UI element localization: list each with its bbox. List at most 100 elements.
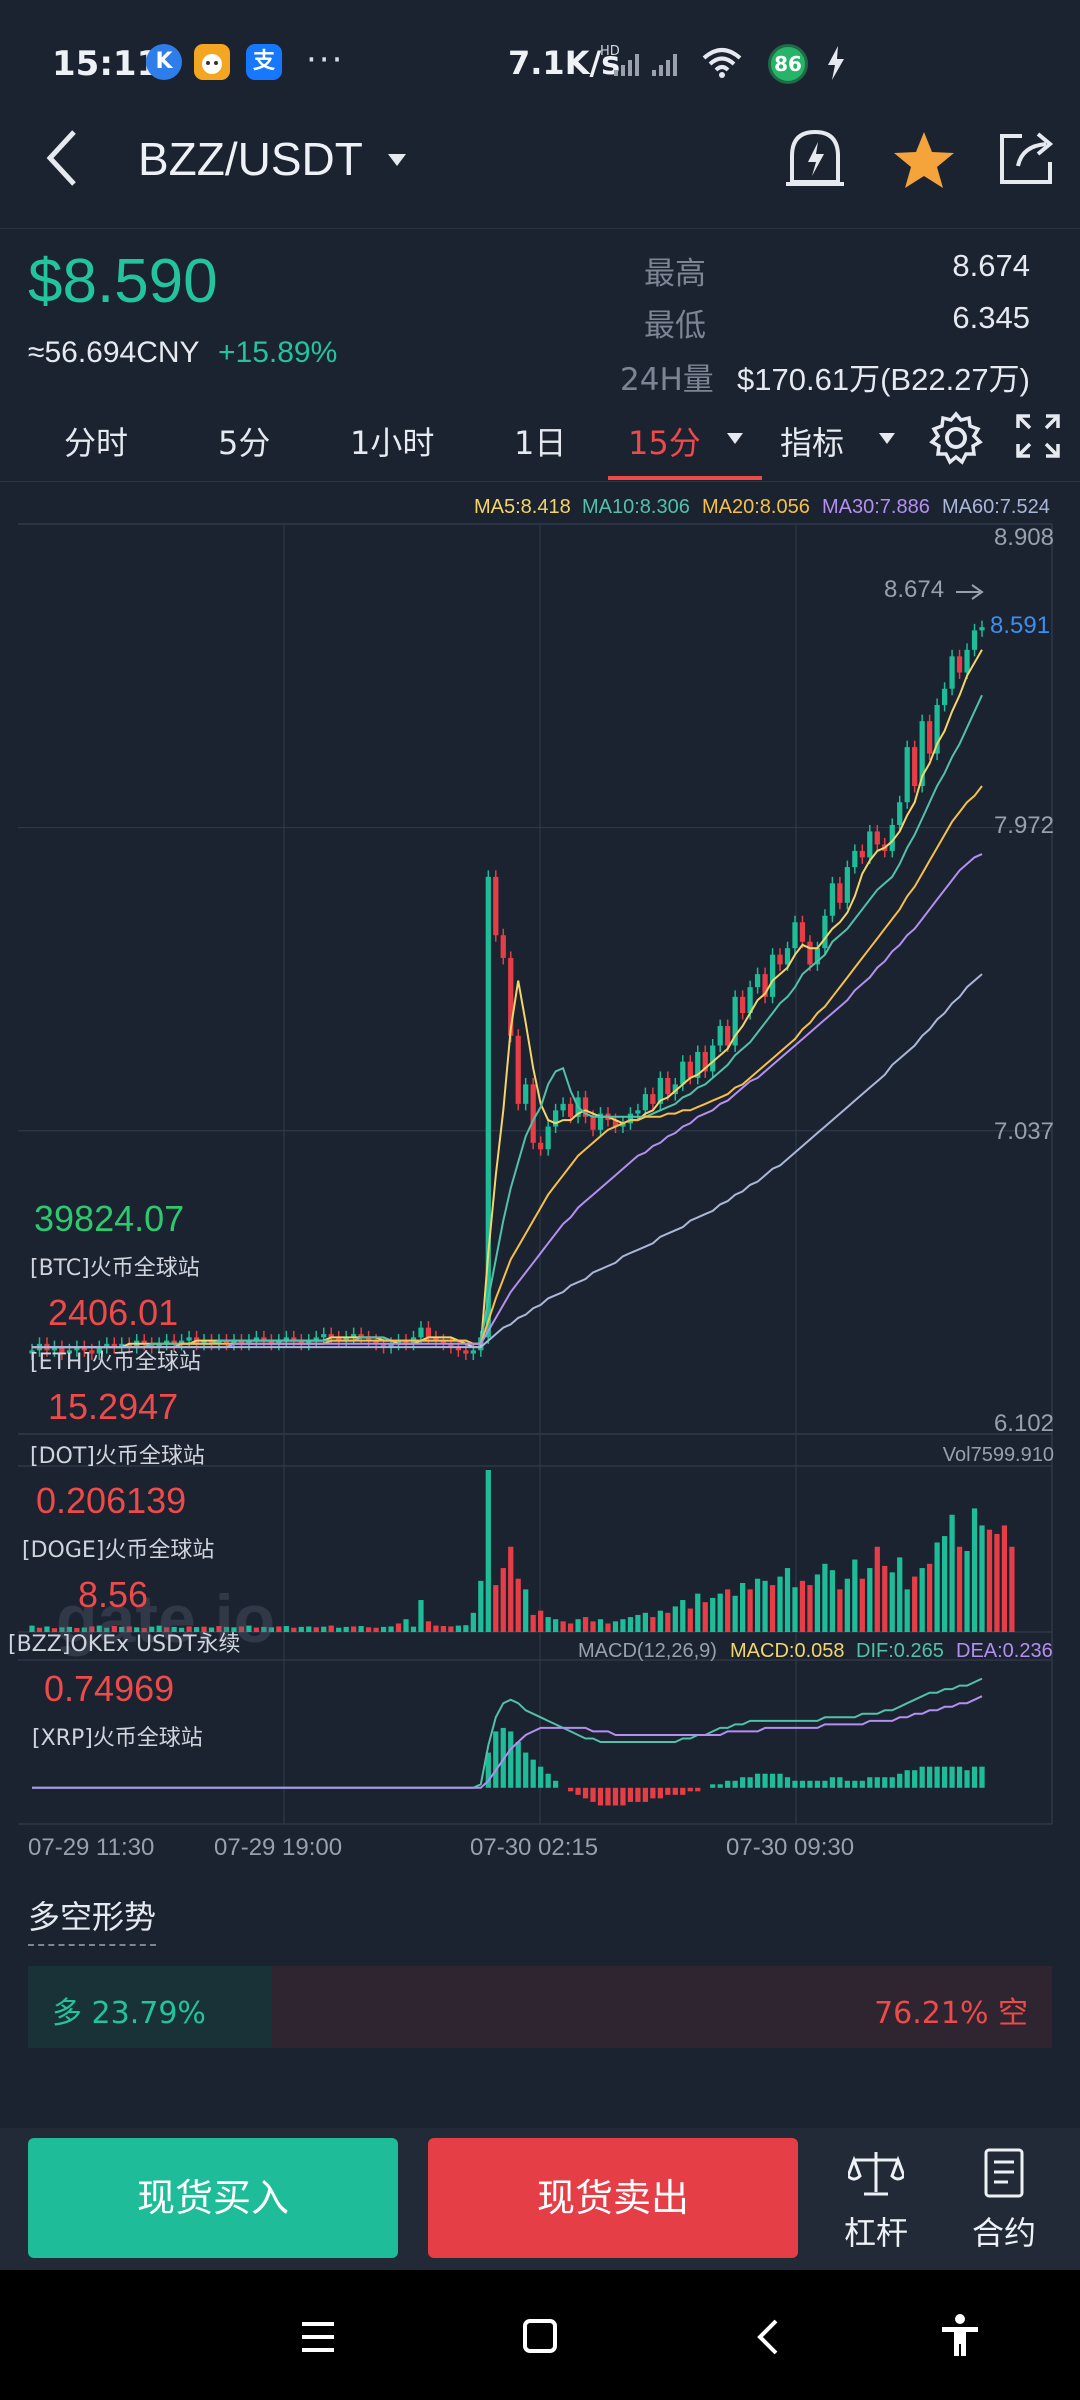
candle [553, 1110, 559, 1127]
volume-bar [410, 1626, 417, 1632]
candle [971, 630, 978, 650]
tab-15min[interactable]: 15分 [628, 424, 701, 462]
long-short-title[interactable]: 多空形势 [28, 1892, 157, 1946]
macd-histogram-bar [792, 1780, 798, 1788]
candle [777, 954, 783, 965]
ticker-xrp-value[interactable]: 0.74969 [44, 1668, 175, 1709]
ticker-bzz-value[interactable]: 8.56 [78, 1574, 149, 1615]
pair-title[interactable]: BZZ/USDT [138, 133, 363, 185]
candle [687, 1061, 693, 1078]
ticker-dot-value[interactable]: 15.2947 [48, 1386, 179, 1427]
high-value: 8.674 [952, 248, 1030, 283]
volume-bar [784, 1568, 791, 1632]
volume-bar [306, 1626, 312, 1632]
macd-histogram-bar [695, 1787, 701, 1792]
settings-gear-icon[interactable] [928, 410, 984, 466]
back-icon[interactable] [40, 126, 84, 190]
futures-button[interactable]: 合约 [954, 2148, 1054, 2254]
tab-1hour[interactable]: 1小时 [350, 424, 435, 462]
volume-bar [74, 1627, 80, 1632]
scale-icon [846, 2152, 906, 2196]
candle [283, 1337, 289, 1341]
price-summary: $8.590 ≈56.694CNY +15.89% 最高 8.674 最低 6.… [0, 240, 1080, 410]
accessibility-icon[interactable] [940, 2314, 980, 2358]
candle [418, 1327, 424, 1338]
candle [867, 831, 873, 858]
home-icon[interactable] [522, 2318, 558, 2354]
volume-bar [126, 1626, 132, 1632]
volume-bar [448, 1626, 454, 1632]
tab-indicators[interactable]: 指标 [780, 424, 845, 462]
fullscreen-icon[interactable] [1016, 414, 1060, 458]
volume-bar [747, 1589, 753, 1632]
candle [246, 1340, 252, 1344]
macd-histogram-bar [941, 1766, 948, 1788]
indicators-dropdown-icon[interactable] [878, 432, 896, 446]
candle [306, 1340, 312, 1344]
ticker-btc-value[interactable]: 39824.07 [34, 1198, 185, 1239]
volume-bar [51, 1628, 58, 1632]
candle [493, 876, 499, 936]
price-alert-icon[interactable] [782, 124, 848, 196]
volume-bar [732, 1595, 738, 1632]
volume-bar [358, 1626, 364, 1632]
tab-time-share[interactable]: 分时 [64, 424, 129, 462]
dropdown-icon[interactable] [386, 152, 408, 168]
spot-sell-button[interactable]: 现货卖出 [428, 2138, 798, 2258]
ma10-legend: MA10:8.306 [582, 496, 690, 518]
ma5-legend: MA5:8.418 [474, 496, 571, 518]
hd-badge: HD [600, 44, 620, 59]
macd-histogram-bar [814, 1780, 821, 1788]
macd-histogram-bar [493, 1731, 499, 1788]
time-axis-label: 07-30 09:30 [726, 1834, 855, 1861]
app-face-icon [194, 44, 230, 80]
star-icon[interactable] [892, 128, 956, 192]
volume-bar [582, 1617, 589, 1632]
volume-bar [523, 1589, 529, 1632]
macd-histogram-bar [530, 1759, 536, 1788]
candle [912, 747, 918, 787]
candle [164, 1340, 170, 1344]
tab-1day[interactable]: 1日 [514, 424, 567, 462]
macd-histogram-bar [956, 1766, 963, 1788]
volume-bar [470, 1612, 476, 1632]
action-bar: 现货买入 现货卖出 杠杆 合约 [0, 2128, 1080, 2270]
kline-chart-area[interactable]: MA5:8.418 MA10:8.306 MA20:8.056 MA30:7.8… [0, 490, 1080, 1870]
margin-button[interactable]: 杠杆 [826, 2148, 926, 2254]
tab-5min[interactable]: 5分 [218, 424, 271, 462]
price-change: +15.89% [218, 336, 338, 369]
candle [792, 922, 798, 949]
volume-bar [59, 1627, 65, 1632]
ticker-eth-value[interactable]: 2406.01 [48, 1292, 179, 1333]
candle [186, 1337, 192, 1341]
candle [956, 656, 963, 673]
interval-tabs: 分时 5分 1小时 1日 15分 指标 [0, 400, 1080, 482]
candle [919, 721, 925, 787]
candle [96, 1347, 102, 1354]
volume-bar [904, 1589, 910, 1632]
candle [455, 1347, 461, 1351]
active-tab-indicator [608, 476, 762, 480]
system-nav-bar [0, 2270, 1080, 2400]
macd-histogram-bar [635, 1787, 641, 1802]
macd-histogram-bar [627, 1787, 634, 1802]
spot-buy-button[interactable]: 现货买入 [28, 2138, 398, 2258]
candle [725, 1026, 731, 1046]
volume-bar [96, 1625, 102, 1632]
nav-back-icon[interactable] [756, 2318, 780, 2356]
volume-bar [313, 1627, 319, 1632]
volume-bar [485, 1470, 491, 1632]
volume-bar [822, 1563, 828, 1632]
ticker-doge-value[interactable]: 0.206139 [36, 1480, 187, 1521]
candle [261, 1337, 267, 1341]
tab-15min-dropdown-icon[interactable] [726, 432, 744, 446]
candle [508, 957, 514, 1036]
menu-icon[interactable] [300, 2320, 336, 2354]
ma20-legend: MA20:8.056 [702, 496, 810, 518]
candle [298, 1340, 304, 1344]
candle [515, 1035, 521, 1104]
candle [358, 1334, 364, 1338]
candle [238, 1340, 245, 1344]
macd-histogram-bar [971, 1766, 978, 1788]
share-icon[interactable] [996, 126, 1058, 190]
